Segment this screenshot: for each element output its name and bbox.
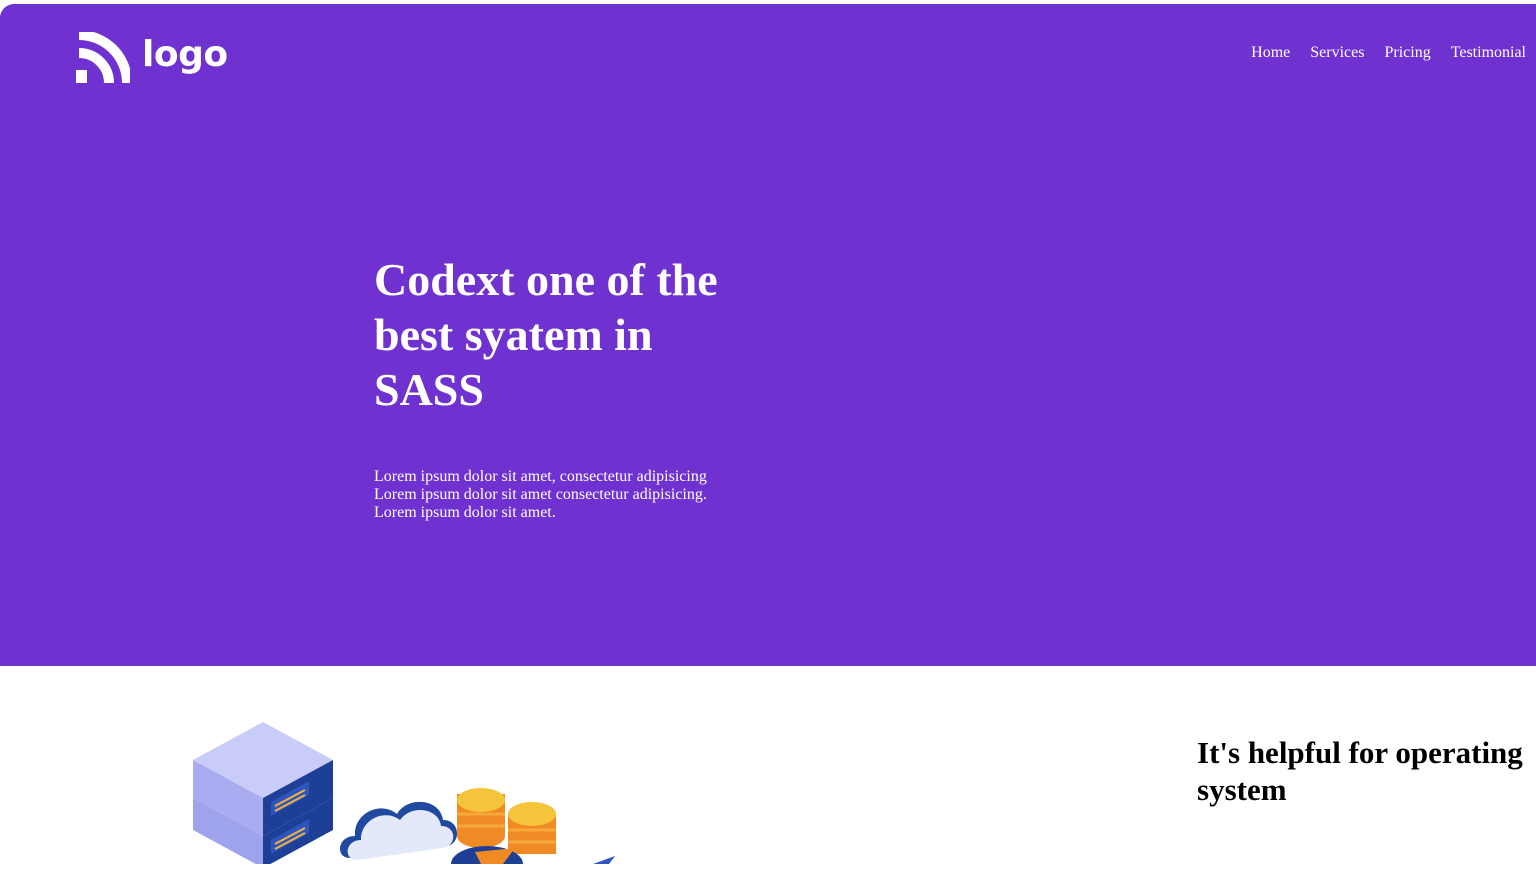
rocket-icon [593,856,615,864]
coin-stack-icon [451,788,556,869]
logo-text: logo [142,34,228,75]
hero-title: Codext one of the best syatem in SASS [374,254,718,415]
cloud-icon [339,801,458,860]
main-nav: Home Services Pricing Testimonial [1251,44,1526,62]
hero-section: logo Home Services Pricing Testimonial C… [0,4,1536,666]
nav-link-services[interactable]: Services [1310,44,1365,61]
nav-link-testimonial[interactable]: Testimonial [1450,44,1526,61]
rss-feed-icon [76,32,130,84]
nav-link-pricing[interactable]: Pricing [1384,44,1431,61]
illustration [185,718,625,869]
hero-description: Lorem ipsum dolor sit amet, consectetur … [374,468,707,521]
nav-link-home[interactable]: Home [1251,44,1291,61]
server-rack-icon [193,722,333,868]
logo[interactable]: logo [76,32,228,86]
feature-title: It's helpful for operating system [1197,735,1523,807]
